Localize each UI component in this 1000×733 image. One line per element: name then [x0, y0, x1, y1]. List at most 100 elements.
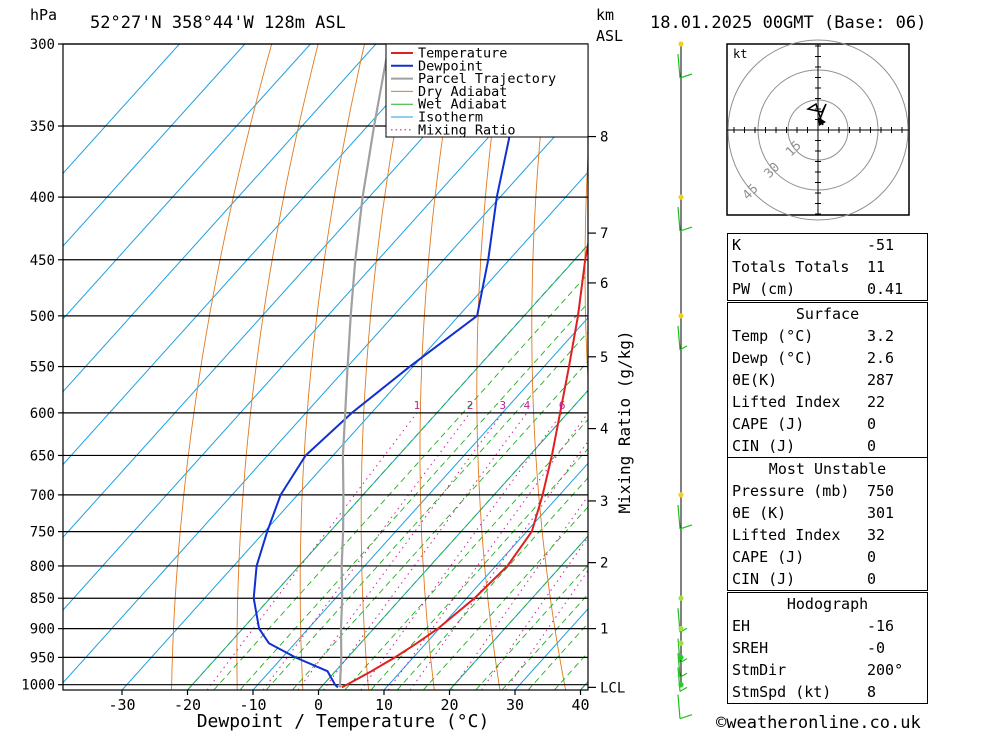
hodograph-unit-label: kt [733, 47, 747, 61]
legend-label: Dry Adiabat [418, 84, 507, 100]
table-row: EH -16 [728, 615, 927, 637]
wind-barb-column [677, 41, 693, 720]
height-tick-label: 3 [600, 494, 608, 510]
dry-adiabat-line [922, 44, 1000, 690]
row-label: EH [732, 617, 751, 635]
wind-barb-shaft [677, 207, 681, 232]
row-label: SREH [732, 639, 769, 657]
axes: 3003504004505005506006507007508008509009… [21, 37, 625, 714]
table-row: SREH -0 [728, 637, 927, 659]
height-tick-label: 2 [600, 556, 608, 572]
row-label: θE (K) [732, 504, 787, 522]
wind-barb [677, 53, 693, 79]
surface-table: Surface Temp (°C) 3.2 Dewp (°C) 2.6 θE(K) 287… [727, 302, 928, 458]
mixing-ratio-axis-label: Mixing Ratio (g/kg) [615, 330, 634, 513]
wind-barb-dot [678, 682, 684, 688]
row-label: CAPE (J) [732, 415, 805, 433]
dry-adiabat-line [419, 44, 458, 690]
mixing-ratio-labels: 1 2 3 4 6 [414, 399, 566, 412]
wind-barb-shaft [677, 53, 681, 79]
x-axis-label: Dewpoint / Temperature (°C) [197, 711, 490, 732]
row-label: Dewp (°C) [732, 349, 814, 367]
location-title: 52°27'N 358°44'W 128m ASL [90, 13, 346, 33]
table-row: StmSpd (kt) 8 [728, 681, 927, 703]
row-label: CIN (J) [732, 437, 796, 455]
row-label: Totals Totals [732, 258, 850, 276]
wind-barb-dot [678, 640, 684, 646]
height-tick-label: 8 [600, 130, 608, 146]
wind-barb [677, 694, 693, 720]
pressure-tick-label: 350 [30, 119, 55, 135]
isotherm-line [383, 462, 588, 690]
mixing-ratio-line [505, 569, 588, 690]
pressure-tick-label: 500 [30, 309, 55, 325]
wind-barb-flag [679, 524, 693, 530]
profile-lines [252, 44, 588, 689]
mixing-ratio-line [262, 412, 471, 690]
wind-barb-shaft [677, 694, 681, 719]
temperature-tick-label: 30 [506, 696, 524, 714]
mixing-ratio-line [481, 536, 588, 690]
row-label: StmSpd (kt) [732, 683, 832, 701]
row-label: Pressure (mb) [732, 482, 850, 500]
isotherm-line [63, 44, 311, 320]
row-value: 0 [867, 570, 877, 588]
row-value: 0.41 [867, 280, 904, 298]
wind-barb-flag [679, 686, 688, 692]
row-value: 8 [867, 683, 877, 701]
table-row: CAPE (J) 0 [728, 546, 927, 568]
temperature-tick-label: 40 [571, 696, 589, 714]
dry-adiabat-line [584, 148, 588, 387]
wet-adiabat-line [344, 418, 588, 690]
wind-barb-dot [678, 626, 684, 632]
wind-barb-shaft [677, 667, 681, 692]
isotherm-line [63, 44, 246, 247]
wind-barb-dot [678, 492, 684, 498]
wind-barb-shaft [677, 653, 681, 678]
row-label: K [732, 236, 742, 254]
table-row: θE (K) 301 [728, 502, 927, 524]
row-value: 301 [867, 504, 895, 522]
temperature-tick-label: 20 [440, 696, 458, 714]
hodograph-table: Hodograph EH -16 SREH -0 StmDir 200° StmSpd (k… [727, 592, 928, 704]
pressure-tick-label: 850 [30, 591, 55, 607]
legend-label: Parcel Trajectory [418, 71, 556, 87]
table-row: Lifted Index 32 [728, 524, 927, 546]
dry-adiabat-line [968, 44, 1000, 690]
pressure-tick-label: 450 [30, 253, 55, 269]
wet-adiabat-line [318, 389, 588, 690]
pressure-tick-label: 600 [30, 406, 55, 422]
table-row: CAPE (J) 0 [728, 413, 927, 435]
mixing-ratio-line [206, 412, 418, 690]
wind-barb-dot [678, 595, 684, 601]
row-value: 200° [867, 661, 904, 679]
row-label: Temp (°C) [732, 327, 814, 345]
wind-barb-flag [679, 73, 693, 79]
row-value: 22 [867, 393, 886, 411]
wind-barb-shaft [677, 504, 681, 529]
row-value: 3.2 [867, 327, 895, 345]
table-row: Dewp (°C) 2.6 [728, 347, 927, 369]
wind-barb [677, 207, 693, 232]
temperature-tick-label: 0 [314, 696, 323, 714]
wind-barb-flag [679, 714, 693, 720]
pressure-tick-label: 800 [30, 559, 55, 575]
row-value: 32 [867, 526, 886, 544]
row-value: 0 [867, 415, 877, 433]
wind-barb [677, 504, 693, 530]
wind-barb-dot [678, 654, 684, 661]
row-value: 750 [867, 482, 895, 500]
legend-label: Isotherm [418, 110, 483, 126]
row-label: Lifted Index [732, 393, 841, 411]
indices-table: K -51 Totals Totals 11 PW (cm) 0.41 [727, 233, 928, 301]
wind-barb-flag [679, 672, 688, 678]
km-unit-label: km [596, 6, 614, 24]
series-dewpoint [252, 44, 521, 689]
mixing-ratio-label: 3 [499, 399, 506, 412]
mixing-ratio-line [360, 412, 563, 690]
table-row: K -51 [728, 234, 927, 256]
isotherm-line [63, 44, 180, 175]
row-value: 11 [867, 258, 886, 276]
